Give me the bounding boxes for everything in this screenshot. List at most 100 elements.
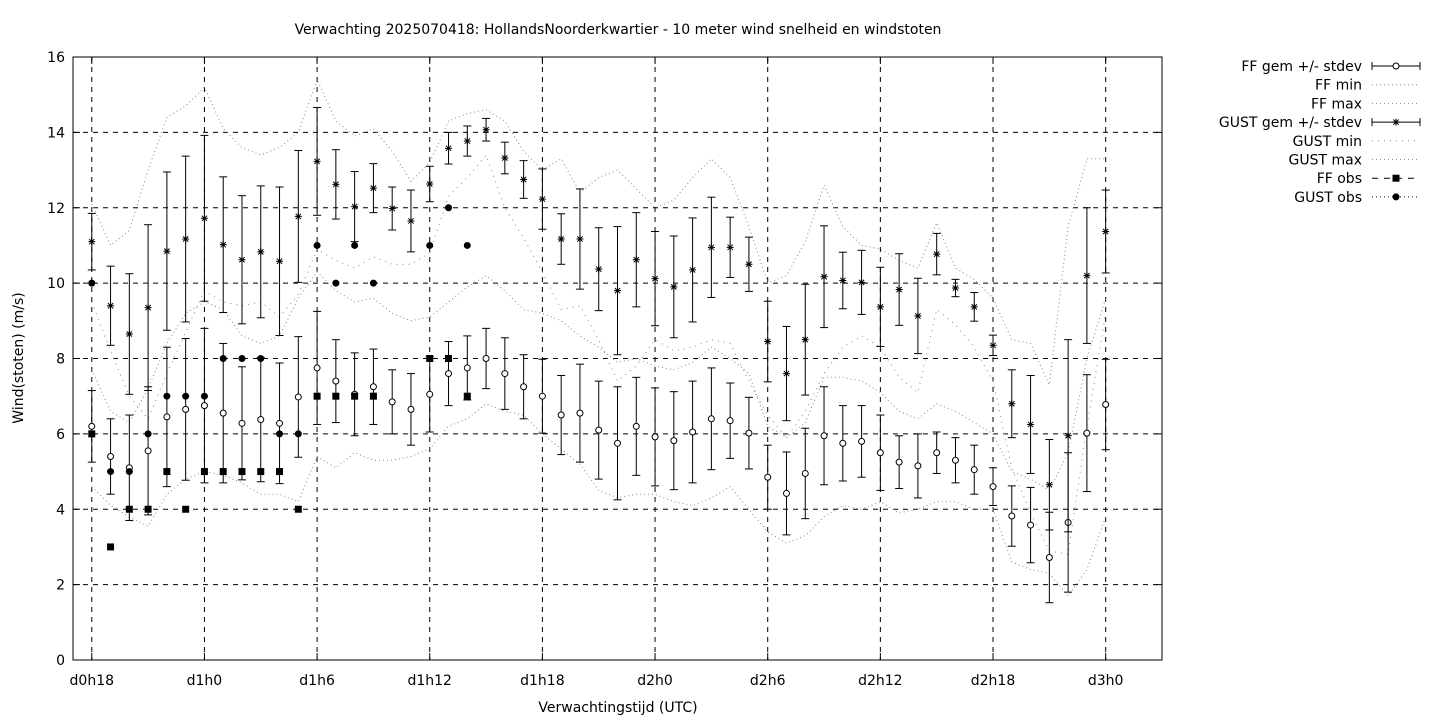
gust-obs-point — [463, 241, 471, 249]
gust-mean-point — [257, 248, 265, 256]
legend-label: FF min — [1315, 78, 1362, 94]
gust-obs-point — [107, 468, 115, 476]
x-tick-label: d1h6 — [299, 673, 335, 689]
gust-mean-point — [538, 195, 546, 203]
gust-obs-point — [88, 279, 96, 287]
ff-mean-point — [1102, 400, 1110, 408]
ff-mean-point — [707, 415, 715, 423]
ff-mean-point — [276, 419, 284, 427]
gust-obs-point — [294, 430, 302, 438]
ff-min-line — [91, 403, 1107, 597]
ff-mean-point — [257, 416, 265, 424]
gust-mean-point — [144, 304, 152, 312]
ff-mean-point — [219, 409, 227, 417]
ff-mean-point — [895, 458, 903, 466]
ff-mean-point — [182, 405, 190, 413]
ff-mean-point — [970, 466, 978, 474]
gust-obs-point — [182, 392, 190, 400]
ff-obs-point — [463, 392, 471, 400]
legend-label: FF gem +/- stdev — [1241, 59, 1362, 75]
ff-mean-point — [595, 426, 603, 434]
gust-mean-point — [1045, 481, 1053, 489]
ff-mean-point — [538, 392, 546, 400]
ff-obs-point — [219, 468, 227, 476]
gust-mean-point — [1064, 432, 1072, 440]
y-tick-label: 2 — [56, 578, 65, 594]
y-tick-label: 14 — [47, 125, 65, 141]
x-axis-label: Verwachtingstijd (UTC) — [538, 700, 697, 716]
ff-obs-point — [445, 355, 453, 362]
x-tick-label: d2h18 — [971, 673, 1015, 689]
x-tick-label: d2h6 — [750, 673, 786, 689]
gust-mean-point — [107, 302, 115, 310]
legend: FF gem +/- stdev FF min FF max GUST gem +/-… — [1219, 59, 1421, 206]
ff-mean-point — [745, 429, 753, 437]
gust-mean-point — [876, 303, 884, 311]
gust-mean-point — [482, 126, 490, 134]
gust-mean-point — [1083, 272, 1091, 280]
gust-mean-point — [914, 312, 922, 320]
ff-obs-point — [88, 430, 96, 438]
ff-mean-point — [670, 437, 678, 445]
gust-obs-point — [200, 392, 208, 400]
gust-obs-point — [369, 279, 377, 287]
ff-mean-point — [557, 411, 565, 419]
series-layer — [87, 78, 1110, 604]
ff-mean-point — [782, 489, 790, 497]
ff-max-line — [91, 271, 1107, 492]
chart-title: Verwachting 2025070418: HollandsNoorderk… — [295, 22, 942, 38]
gust-min-line — [91, 154, 1107, 556]
grid — [73, 57, 1162, 660]
ff-mean-point — [764, 473, 772, 481]
ff-obs-point — [238, 468, 246, 476]
gust-mean-point — [407, 217, 415, 225]
gust-mean-point — [632, 256, 640, 264]
gust-mean-point — [726, 243, 734, 251]
ff-obs-point — [313, 392, 321, 400]
ff-obs-point — [294, 505, 302, 513]
gust-obs-point — [276, 430, 284, 438]
y-tick-label: 10 — [47, 276, 65, 292]
ff-mean-point — [1045, 553, 1053, 561]
ff-mean-point — [726, 417, 734, 425]
gust-obs-point — [219, 355, 227, 362]
gust-mean-point — [219, 241, 227, 249]
gust-mean-point — [88, 238, 96, 246]
ff-obs-point — [257, 468, 265, 476]
x-tick-label: d2h0 — [637, 673, 673, 689]
ff-obs-point — [163, 468, 171, 476]
y-tick-label: 6 — [56, 427, 65, 443]
x-tick-label: d2h12 — [858, 673, 902, 689]
gust-mean-point — [651, 275, 659, 283]
gust-obs-point — [445, 204, 453, 212]
ff-mean-point — [632, 422, 640, 430]
ff-mean-point — [313, 364, 321, 372]
y-tick-label: 4 — [56, 502, 65, 518]
legend-label: FF obs — [1317, 171, 1362, 187]
gust-mean-point — [238, 256, 246, 264]
gust-mean-point — [989, 341, 997, 349]
gust-obs-point — [351, 241, 359, 249]
gust-obs-point — [426, 241, 434, 249]
ff-obs-point — [276, 468, 284, 476]
gust-obs-point — [144, 430, 152, 438]
gust-max-line — [91, 78, 1106, 387]
ff-mean-point — [200, 402, 208, 410]
gust-mean-point — [276, 257, 284, 265]
gust-mean-point — [163, 247, 171, 255]
ff-mean-point — [426, 390, 434, 398]
ff-mean-point — [614, 439, 621, 447]
y-tick-label: 8 — [56, 352, 65, 368]
ff-mean-point — [88, 422, 96, 430]
x-tick-label: d1h0 — [187, 673, 223, 689]
ff-mean-point — [294, 393, 302, 401]
ff-mean-point — [689, 428, 697, 436]
legend-label: GUST max — [1289, 153, 1363, 169]
gust-mean-point — [369, 184, 377, 192]
x-tick-label: d0h18 — [70, 673, 114, 689]
y-tick-label: 0 — [56, 653, 65, 669]
ff-mean-point — [388, 398, 396, 406]
legend-label: FF max — [1311, 96, 1362, 112]
ff-mean-point — [407, 405, 415, 413]
